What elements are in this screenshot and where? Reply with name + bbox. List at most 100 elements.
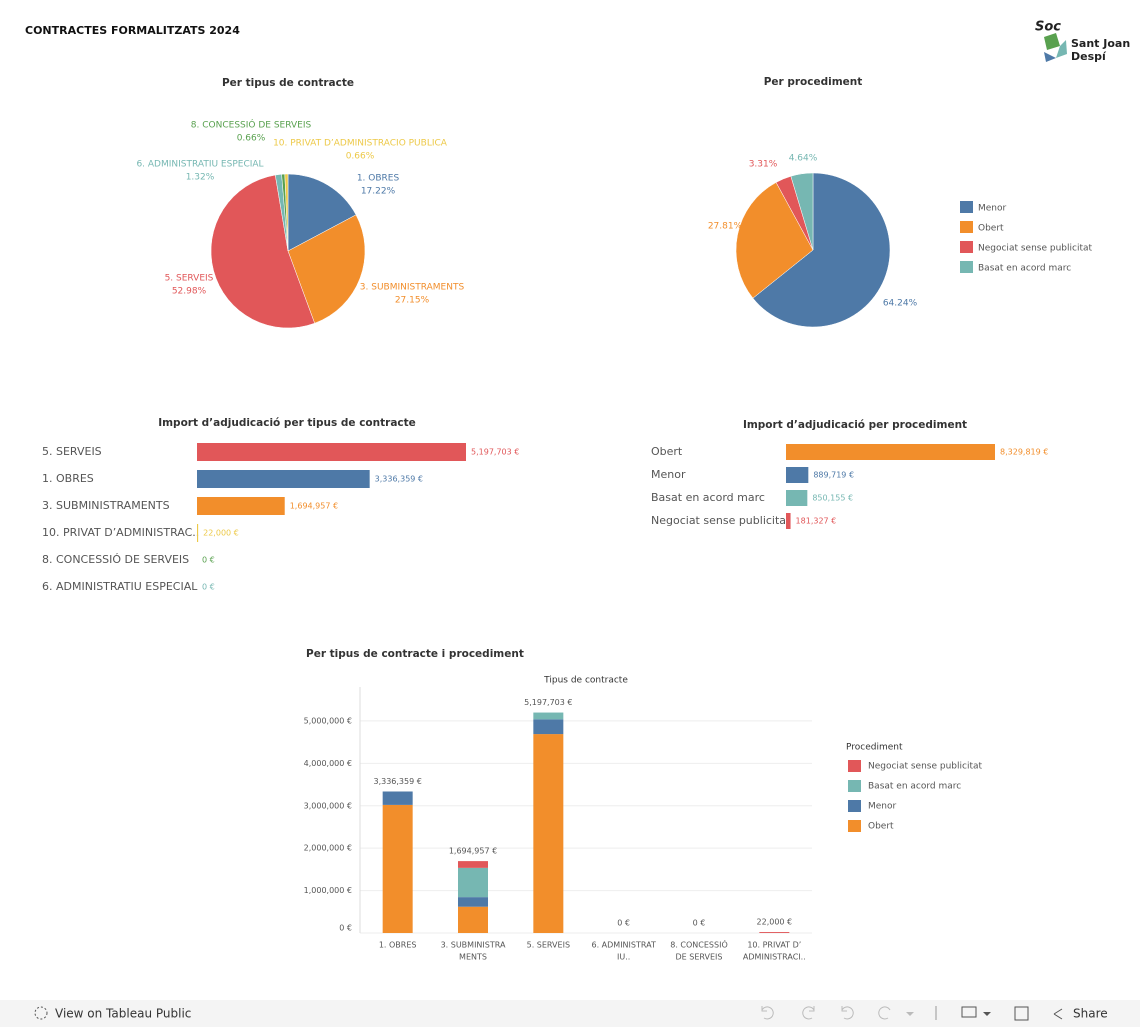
total-label: 1,694,957 € [449,847,497,856]
category-label: 3. SUBMINISTRAMENTS [42,499,170,512]
bar-value-label: 0 € [202,556,215,565]
pie-slice [284,173,289,252]
view-link-text[interactable]: View on Tableau Public [55,1007,191,1021]
total-label: 22,000 € [757,918,793,927]
slice-value-label: 17.22% [361,187,396,197]
bar-value-label: 8,329,819 € [1000,448,1048,457]
bar-segment [458,897,488,907]
bar-segment [533,719,564,735]
category-label: 10. PRIVAT D’ADMINISTRAC.. [42,526,199,539]
slice-label: 6. ADMINISTRATIU ESPECIAL [136,160,263,170]
bar [786,467,809,483]
slice-label: 1. OBRES [357,174,400,184]
legend-label: Negociat sense publicitat [868,762,982,772]
legend-swatch [960,261,973,273]
chart-title: Per tipus de contracte i procediment [306,648,524,660]
slice-value-label: 3.31% [749,160,778,170]
x-tick-label: 10. PRIVAT D’ [747,941,801,950]
x-tick-label: 6. ADMINISTRAT [591,941,655,950]
total-label: 5,197,703 € [524,698,572,707]
pie-slice [735,182,814,299]
bar [197,524,199,542]
bar [197,470,370,488]
category-label: Menor [651,468,686,481]
slice-label: 3. SUBMINISTRAMENTS [360,283,465,293]
logo-shape [1044,52,1056,62]
bar [786,490,808,506]
x-tick-label: 8. CONCESSIÓ [670,939,728,950]
bar-value-label: 22,000 € [203,529,239,538]
device-icon[interactable] [961,1006,977,1018]
slice-label: 8. CONCESSIÓ DE SERVEIS [191,119,312,131]
y-tick-label: 2,000,000 € [304,844,352,853]
legend-swatch [960,201,973,213]
logo-script: Soc [1035,20,1061,35]
bar [786,444,995,460]
y-tick-label: 1,000,000 € [304,886,352,895]
bar-segment [382,804,413,933]
bar-value-label: 0 € [202,583,215,592]
view-link[interactable]: View on Tableau Public [34,1006,191,1021]
slice-value-label: 4.64% [789,154,818,164]
fullscreen-icon[interactable] [1014,1006,1029,1021]
pie-slice [752,172,891,328]
share-text[interactable]: Share [1073,1007,1108,1021]
x-tick-label: MENTS [459,953,487,962]
y-tick-label: 4,000,000 € [304,759,352,768]
bar-segment [759,932,790,933]
y-tick-label: 3,000,000 € [304,801,352,810]
category-label: 5. SERVEIS [42,445,102,458]
total-label: 0 € [693,919,706,928]
category-label: Obert [651,445,683,458]
legend-label: Obert [978,224,1004,234]
tableau-icon [34,1006,48,1020]
legend-label: Menor [868,802,897,812]
bar-value-label: 1,694,957 € [290,502,338,511]
legend-swatch [960,221,973,233]
share-icon [1053,1008,1063,1020]
pie-slice [210,174,315,329]
undo-icon[interactable] [761,1006,774,1020]
logo-shape [1044,33,1060,50]
slice-label: 10. PRIVAT D’ADMINISTRACIO PUBLICA [273,139,448,149]
logo: Soc Sant Joan Despí [1035,20,1130,64]
total-label: 3,336,359 € [373,777,421,786]
x-tick-label: 5. SERVEIS [527,941,570,950]
category-label: 6. ADMINISTRATIU ESPECIAL [42,580,198,593]
slice-value-label: 0.66% [346,152,375,162]
legend-swatch [960,241,973,253]
chart-title: Import d’adjudicació per procediment [743,419,967,431]
redo-icon[interactable] [802,1006,815,1020]
x-tick-label: 3. SUBMINISTRA [441,941,506,950]
pie-slice [287,214,366,324]
legend-swatch [848,760,861,772]
x-axis-title: Tipus de contracte [543,676,628,686]
logo-text: Despí [1071,50,1107,63]
revert-icon[interactable] [841,1006,854,1020]
refresh-icon[interactable] [878,1006,891,1020]
dropdown-icon[interactable] [906,1012,914,1016]
pie-slice [287,173,357,252]
slice-value-label: 27.81% [708,222,743,232]
slice-value-label: 64.24% [883,299,918,309]
dropdown-icon[interactable] [983,1012,991,1016]
legend-swatch [848,820,861,832]
category-label: Basat en acord marc [651,491,765,504]
legend-swatch [848,800,861,812]
dashboard-title: CONTRACTES FORMALITZATS 2024 [25,24,240,37]
legend-swatch [848,780,861,792]
y-tick-label: 0 € [339,924,352,933]
slice-value-label: 1.32% [186,173,215,183]
bar-value-label: 5,197,703 € [471,448,519,457]
bar-segment [533,712,564,720]
bar [786,513,791,529]
chart-title: Per procediment [764,76,863,88]
bar [197,443,466,461]
chart-title: Import d’adjudicació per tipus de contra… [158,417,416,429]
legend-title: Procediment [846,743,903,753]
legend-label: Menor [978,204,1007,214]
slice-value-label: 27.15% [395,296,430,306]
logo-text: Sant Joan [1071,37,1130,50]
share-button[interactable]: Share [1053,1007,1108,1021]
